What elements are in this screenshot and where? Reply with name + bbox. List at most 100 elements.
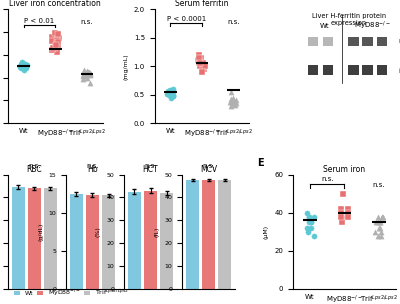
Title: RBC: RBC [26, 165, 42, 174]
Bar [102, 195, 115, 289]
Text: n.s.: n.s. [80, 19, 93, 25]
Point [50, 48, 56, 53]
Point [304, 210, 310, 215]
Point [229, 101, 235, 106]
Point [170, 92, 177, 97]
Point [197, 55, 204, 60]
Point [306, 214, 312, 219]
Title: HCT: HCT [143, 165, 158, 174]
Point [81, 72, 88, 77]
Point [307, 218, 314, 223]
Point [228, 97, 234, 102]
Point [339, 220, 345, 225]
Point [86, 70, 92, 74]
Point [52, 41, 58, 46]
Bar [44, 188, 57, 289]
Point [52, 43, 58, 48]
Y-axis label: (mg/mL): (mg/mL) [123, 53, 128, 80]
Point [21, 61, 27, 66]
Text: H-ferritin: H-ferritin [398, 39, 400, 43]
Point [82, 73, 88, 78]
Point [55, 32, 62, 37]
Point [378, 233, 385, 238]
Point [344, 214, 350, 219]
Point [306, 214, 312, 219]
Point [340, 191, 346, 196]
Text: Liver H-ferritin protein
expression: Liver H-ferritin protein expression [312, 12, 386, 26]
Title: MCV: MCV [200, 165, 217, 174]
Point [80, 73, 86, 78]
Point [165, 88, 171, 93]
FancyBboxPatch shape [377, 65, 387, 75]
Point [84, 70, 91, 74]
Text: P < 0.01: P < 0.01 [24, 18, 55, 24]
Point [55, 40, 61, 45]
Y-axis label: (%): (%) [96, 226, 101, 237]
Point [169, 89, 175, 94]
Bar [202, 180, 215, 289]
Point [376, 220, 383, 225]
Text: n.s.: n.s. [321, 176, 334, 182]
Y-axis label: (μM): (μM) [264, 225, 268, 239]
Bar [12, 187, 25, 289]
Point [233, 98, 239, 103]
Point [306, 220, 312, 225]
Point [230, 95, 237, 100]
Bar [70, 194, 83, 289]
Point [84, 68, 90, 73]
Point [200, 67, 207, 71]
Point [196, 64, 203, 69]
Text: MyD88$^{-/-}$: MyD88$^{-/-}$ [354, 20, 391, 33]
Text: β-actin: β-actin [398, 68, 400, 73]
Point [200, 61, 206, 66]
Text: n.s.: n.s. [372, 182, 385, 188]
Point [197, 55, 204, 60]
FancyBboxPatch shape [348, 36, 359, 46]
Point [87, 73, 94, 78]
Point [376, 226, 383, 230]
Point [52, 46, 58, 50]
Text: n.s.: n.s. [202, 163, 215, 169]
FancyBboxPatch shape [308, 65, 318, 75]
Point [196, 61, 203, 66]
Point [87, 81, 94, 86]
Point [49, 48, 56, 53]
Point [169, 89, 175, 94]
Point [377, 220, 383, 225]
Point [372, 229, 379, 234]
Title: Liver iron concentration: Liver iron concentration [10, 0, 101, 8]
Point [52, 31, 58, 36]
Bar [28, 188, 41, 289]
Point [20, 67, 27, 72]
Point [308, 220, 314, 225]
Point [232, 102, 238, 107]
Point [53, 42, 60, 47]
FancyBboxPatch shape [348, 65, 359, 75]
Point [84, 73, 90, 78]
Point [81, 67, 87, 72]
Point [199, 70, 205, 74]
Bar [144, 191, 157, 289]
Point [378, 229, 384, 234]
Text: n.s.: n.s. [28, 163, 41, 169]
Point [167, 95, 174, 100]
Point [22, 65, 28, 70]
Title: Serum iron: Serum iron [323, 165, 366, 174]
Point [22, 64, 29, 69]
Text: n.s.: n.s. [227, 19, 240, 25]
Text: n.s.: n.s. [144, 163, 157, 169]
Point [228, 89, 234, 94]
Point [311, 233, 317, 238]
Point [228, 104, 235, 109]
Point [17, 64, 23, 69]
Point [48, 39, 55, 43]
Legend: Wt, MyD88$^{-/-}$, Trif$^{Lps2/Lps2}$: Wt, MyD88$^{-/-}$, Trif$^{Lps2/Lps2}$ [11, 285, 132, 301]
Text: P < 0.0001: P < 0.0001 [167, 16, 206, 22]
Point [304, 226, 310, 230]
Point [202, 64, 208, 69]
FancyBboxPatch shape [308, 36, 318, 46]
Bar [186, 180, 199, 289]
Point [372, 220, 379, 225]
Point [170, 87, 177, 92]
Point [87, 72, 93, 77]
